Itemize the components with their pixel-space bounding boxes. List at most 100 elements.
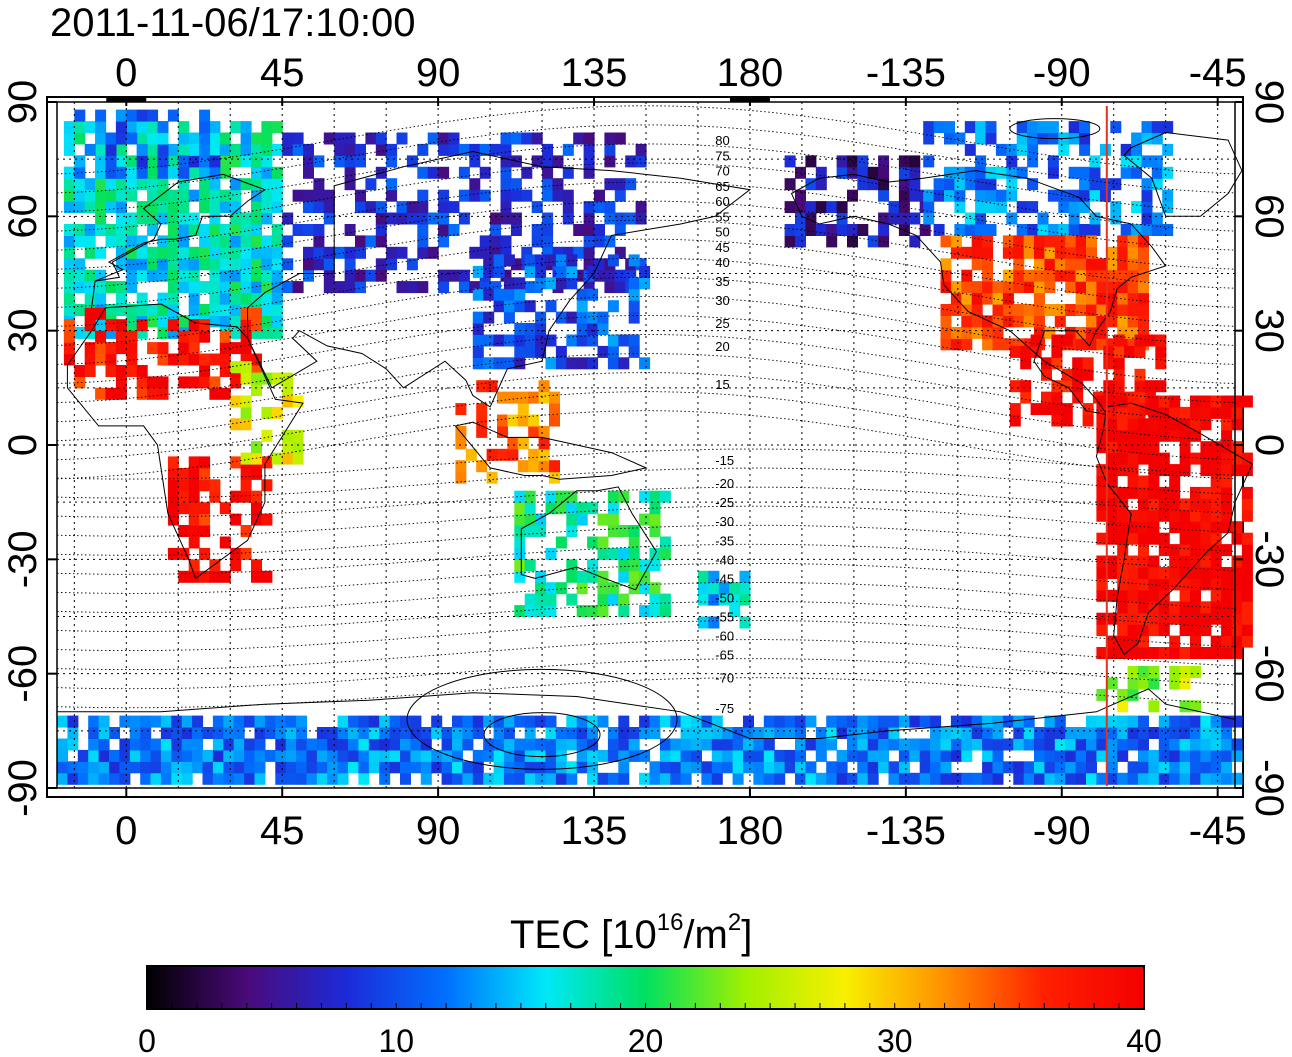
tec-cell — [1200, 521, 1212, 534]
tec-cell — [417, 224, 429, 236]
tec-cell — [261, 570, 273, 583]
tec-cell — [1054, 235, 1066, 248]
tec-cell — [649, 727, 661, 739]
tec-cell — [815, 178, 827, 191]
tec-cell — [109, 761, 120, 774]
tec-cell — [1044, 235, 1056, 248]
tec-cell — [126, 365, 138, 377]
tec-cell — [1158, 452, 1170, 465]
tec-cell — [538, 391, 550, 404]
tec-cell — [240, 269, 252, 282]
tec-cell — [396, 281, 408, 294]
tec-cell — [1061, 414, 1073, 427]
tec-cell — [549, 414, 560, 427]
tec-cell — [1179, 589, 1191, 602]
tec-cell — [583, 155, 595, 168]
tec-cell — [209, 189, 221, 202]
tec-cell — [209, 479, 221, 492]
tec-cell — [701, 738, 713, 751]
tec-cell — [919, 738, 931, 751]
tec-cell — [57, 761, 68, 774]
tec-cell — [1179, 612, 1191, 625]
tec-cell — [545, 357, 557, 370]
tec-cell — [1138, 452, 1149, 465]
tec-cell — [1179, 441, 1191, 454]
tec-cell — [659, 490, 671, 503]
tec-cell — [1169, 509, 1181, 522]
tec-cell — [503, 277, 515, 290]
lon-tick-label-top: 180 — [717, 51, 784, 95]
tec-cell — [271, 315, 283, 328]
tec-cell — [528, 391, 540, 404]
tec-cell — [1169, 749, 1181, 762]
tec-cell — [909, 235, 921, 248]
tec-cell — [531, 224, 543, 236]
tec-cell — [898, 212, 910, 225]
tec-cell — [188, 143, 200, 156]
tec-cell — [462, 738, 474, 751]
tec-cell — [209, 258, 221, 271]
tec-cell — [1221, 647, 1233, 659]
tec-cell — [1106, 315, 1118, 328]
tec-cell — [857, 224, 869, 236]
tec-cell — [483, 715, 495, 728]
contour-label: 70 — [715, 164, 729, 179]
tec-cell — [1190, 395, 1201, 408]
tec-cell — [337, 715, 349, 728]
tec-cell — [1148, 772, 1160, 785]
tec-cell — [1013, 738, 1025, 751]
tec-cell — [115, 155, 127, 168]
tec-cell — [847, 715, 858, 728]
tec-cell — [199, 376, 211, 389]
contour-label: -15 — [715, 453, 734, 468]
tec-cell — [219, 155, 231, 168]
tec-cell — [847, 727, 858, 739]
tec-cell — [1210, 612, 1222, 625]
tec-cell — [167, 304, 179, 316]
tec-cell — [306, 772, 318, 785]
tec-cell — [285, 715, 297, 728]
tec-cell — [510, 178, 522, 191]
tec-cell — [264, 749, 276, 762]
tec-cell — [1117, 738, 1129, 751]
tec-cell — [930, 715, 942, 728]
tec-cell — [1127, 521, 1139, 534]
tec-cell — [1210, 486, 1222, 499]
tec-cell — [587, 265, 599, 278]
tec-cell — [1131, 143, 1143, 156]
tec-cell — [296, 761, 308, 774]
tec-cell — [126, 258, 138, 271]
tec-cell — [1016, 121, 1028, 134]
tec-cell — [95, 109, 107, 122]
tec-cell — [524, 502, 536, 515]
tec-cell — [659, 547, 671, 560]
tec-cell — [167, 502, 179, 515]
tec-cell — [805, 178, 817, 191]
tec-cell — [1117, 601, 1129, 614]
tec-cell — [188, 212, 200, 225]
tec-cell — [805, 212, 817, 225]
tec-cell — [1117, 304, 1129, 316]
tec-cell — [614, 132, 626, 145]
lon-tick-label-top: 0 — [115, 51, 137, 95]
tec-cell — [1096, 688, 1108, 701]
tec-cell — [628, 334, 640, 347]
tec-cell — [739, 616, 751, 629]
tec-cell — [240, 212, 252, 225]
tec-cell — [542, 189, 554, 202]
tec-cell — [1120, 143, 1132, 156]
tec-cell — [219, 570, 231, 583]
tec-cell — [1141, 224, 1153, 236]
tec-cell — [334, 281, 346, 294]
tec-cell — [1162, 121, 1174, 134]
tec-cell — [961, 269, 973, 282]
tec-cell — [1162, 143, 1174, 156]
tec-region-canada — [923, 121, 1174, 236]
tec-cell — [63, 201, 75, 214]
tec-cell — [251, 467, 262, 480]
tec-cell — [1023, 772, 1035, 785]
tec-cell — [126, 246, 138, 259]
tec-cell — [1148, 761, 1160, 774]
tec-cell — [136, 132, 148, 145]
tec-cell — [1221, 738, 1233, 751]
